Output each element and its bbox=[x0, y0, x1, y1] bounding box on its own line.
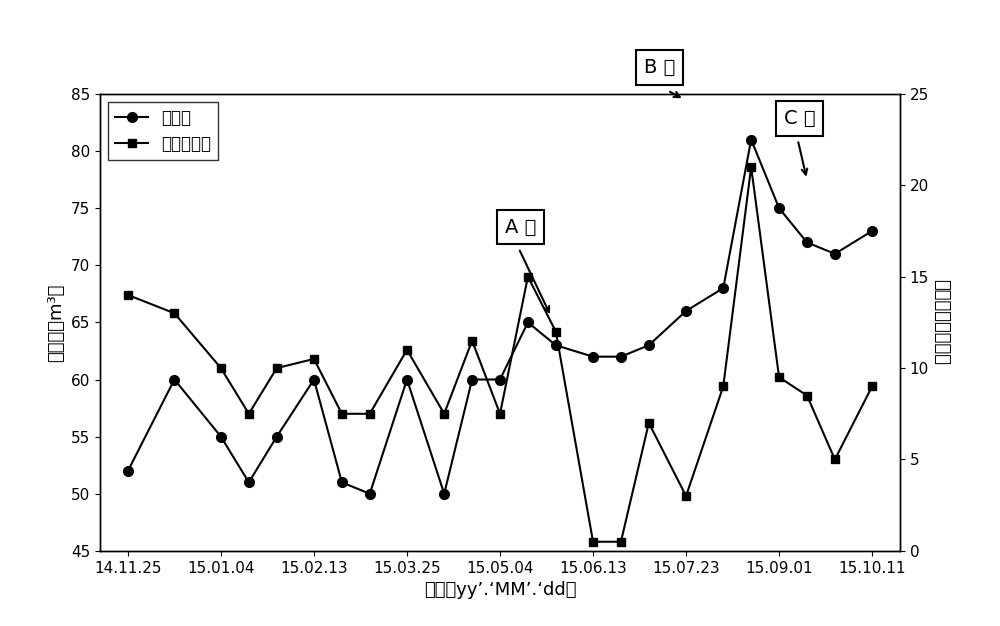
溌水量 bbox=[643, 341, 655, 349]
Line: 微震事件数: 微震事件数 bbox=[124, 163, 876, 546]
Text: B 点: B 点 bbox=[644, 58, 676, 77]
微震事件数 bbox=[271, 364, 283, 372]
Y-axis label: 微震事件数（个）: 微震事件数（个） bbox=[932, 279, 950, 366]
微震事件数 bbox=[522, 273, 534, 280]
微震事件数 bbox=[643, 419, 655, 427]
溌水量 bbox=[215, 433, 227, 440]
溌水量 bbox=[243, 478, 255, 486]
微震事件数 bbox=[550, 328, 562, 336]
微震事件数 bbox=[680, 492, 692, 500]
Legend: 溌水量, 微震事件数: 溌水量, 微震事件数 bbox=[108, 102, 218, 160]
微震事件数 bbox=[466, 337, 478, 344]
Y-axis label: 溌水量（m³）: 溌水量（m³） bbox=[47, 283, 65, 362]
微震事件数 bbox=[243, 410, 255, 418]
微震事件数 bbox=[122, 291, 134, 299]
微震事件数 bbox=[168, 309, 180, 317]
溌水量 bbox=[494, 376, 506, 383]
溌水量 bbox=[773, 204, 785, 212]
溌水量 bbox=[308, 376, 320, 383]
微震事件数 bbox=[401, 346, 413, 354]
溌水量 bbox=[168, 376, 180, 383]
溌水量 bbox=[271, 433, 283, 440]
微震事件数 bbox=[336, 410, 348, 418]
溌水量 bbox=[550, 341, 562, 349]
溌水量 bbox=[336, 478, 348, 486]
溌水量 bbox=[438, 490, 450, 498]
微震事件数 bbox=[745, 163, 757, 171]
溌水量 bbox=[680, 307, 692, 315]
微震事件数 bbox=[364, 410, 376, 418]
溌水量 bbox=[866, 227, 878, 235]
微震事件数 bbox=[587, 538, 599, 545]
溌水量 bbox=[122, 467, 134, 475]
溌水量 bbox=[466, 376, 478, 383]
溌水量 bbox=[587, 353, 599, 361]
溌水量 bbox=[745, 136, 757, 143]
微震事件数 bbox=[866, 382, 878, 390]
溌水量 bbox=[364, 490, 376, 498]
微震事件数 bbox=[717, 382, 729, 390]
微震事件数 bbox=[308, 355, 320, 362]
Line: 溌水量: 溌水量 bbox=[123, 135, 877, 499]
微震事件数 bbox=[615, 538, 627, 545]
溌水量 bbox=[615, 353, 627, 361]
微震事件数 bbox=[829, 456, 841, 463]
溌水量 bbox=[829, 250, 841, 257]
Text: C 点: C 点 bbox=[784, 109, 815, 128]
溌水量 bbox=[522, 319, 534, 326]
Text: A 点: A 点 bbox=[505, 218, 536, 237]
溌水量 bbox=[401, 376, 413, 383]
微震事件数 bbox=[801, 392, 813, 399]
微震事件数 bbox=[494, 410, 506, 418]
微震事件数 bbox=[438, 410, 450, 418]
溌水量 bbox=[801, 239, 813, 246]
溌水量 bbox=[717, 284, 729, 292]
微震事件数 bbox=[215, 364, 227, 372]
X-axis label: 时间（yy’.‘MM’.‘dd）: 时间（yy’.‘MM’.‘dd） bbox=[424, 581, 576, 599]
微震事件数 bbox=[773, 374, 785, 381]
